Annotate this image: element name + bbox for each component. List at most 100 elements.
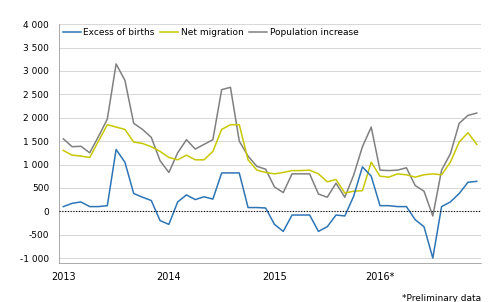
Population increase [447, 152, 453, 156]
Excess of births [87, 205, 93, 208]
Excess of births [148, 199, 154, 202]
Population increase [298, 172, 304, 176]
Net migration [404, 173, 409, 177]
Net migration [122, 128, 128, 131]
Net migration [201, 158, 207, 162]
Net migration [289, 169, 295, 172]
Net migration [218, 128, 224, 131]
Excess of births [395, 205, 401, 208]
Net migration [131, 140, 136, 144]
Excess of births [333, 213, 339, 217]
Population increase [192, 147, 198, 151]
Population increase [139, 128, 145, 131]
Population increase [201, 143, 207, 146]
Net migration [465, 131, 471, 134]
Net migration [377, 174, 383, 178]
Population increase [474, 111, 480, 115]
Excess of births [192, 198, 198, 201]
Text: *Preliminary data: *Preliminary data [402, 294, 481, 302]
Net migration [386, 175, 392, 179]
Net migration [105, 123, 110, 127]
Population increase [430, 214, 436, 218]
Net migration [69, 153, 75, 157]
Excess of births [404, 205, 409, 208]
Net migration [263, 171, 269, 174]
Excess of births [386, 204, 392, 207]
Population increase [289, 172, 295, 176]
Net migration [280, 171, 286, 174]
Population increase [227, 85, 233, 89]
Population increase [395, 168, 401, 172]
Excess of births [227, 171, 233, 175]
Population increase [184, 138, 190, 142]
Net migration [447, 160, 453, 164]
Excess of births [289, 213, 295, 217]
Population increase [60, 137, 66, 141]
Net migration [236, 123, 242, 127]
Excess of births [218, 171, 224, 175]
Population increase [359, 145, 365, 149]
Excess of births [96, 205, 102, 208]
Net migration [166, 156, 172, 159]
Excess of births [316, 230, 322, 233]
Net migration [113, 125, 119, 129]
Population increase [465, 114, 471, 117]
Population increase [113, 62, 119, 66]
Population increase [236, 139, 242, 143]
Population increase [333, 182, 339, 185]
Net migration [368, 160, 374, 164]
Population increase [342, 195, 348, 199]
Excess of births [430, 256, 436, 260]
Excess of births [69, 201, 75, 205]
Excess of births [421, 225, 427, 229]
Net migration [148, 145, 154, 149]
Excess of births [447, 200, 453, 204]
Excess of births [368, 174, 374, 178]
Excess of births [245, 206, 251, 209]
Population increase [131, 121, 136, 125]
Population increase [456, 121, 462, 125]
Population increase [377, 168, 383, 172]
Excess of births [113, 148, 119, 151]
Net migration [359, 189, 365, 192]
Net migration [421, 173, 427, 177]
Excess of births [201, 195, 207, 199]
Net migration [87, 156, 93, 159]
Population increase [263, 167, 269, 171]
Net migration [157, 149, 163, 153]
Excess of births [157, 219, 163, 223]
Excess of births [298, 213, 304, 217]
Population increase [254, 165, 260, 168]
Net migration [272, 172, 277, 176]
Excess of births [307, 213, 313, 217]
Net migration [175, 158, 181, 162]
Population increase [412, 184, 418, 187]
Excess of births [60, 205, 66, 208]
Excess of births [351, 194, 356, 198]
Net migration [210, 149, 216, 153]
Population increase [280, 191, 286, 194]
Excess of births [122, 160, 128, 164]
Population increase [122, 79, 128, 82]
Excess of births [377, 204, 383, 207]
Excess of births [210, 197, 216, 201]
Population increase [175, 151, 181, 155]
Population increase [351, 173, 356, 177]
Line: Excess of births: Excess of births [63, 149, 477, 258]
Population increase [386, 169, 392, 172]
Population increase [324, 195, 330, 199]
Net migration [60, 149, 66, 152]
Net migration [430, 172, 436, 176]
Population increase [96, 135, 102, 138]
Net migration [78, 154, 84, 158]
Net migration [395, 172, 401, 176]
Population increase [87, 151, 93, 155]
Excess of births [438, 205, 444, 208]
Excess of births [139, 195, 145, 199]
Population increase [157, 159, 163, 162]
Net migration [298, 169, 304, 172]
Excess of births [184, 193, 190, 197]
Net migration [342, 191, 348, 195]
Net migration [351, 189, 356, 193]
Population increase [148, 136, 154, 139]
